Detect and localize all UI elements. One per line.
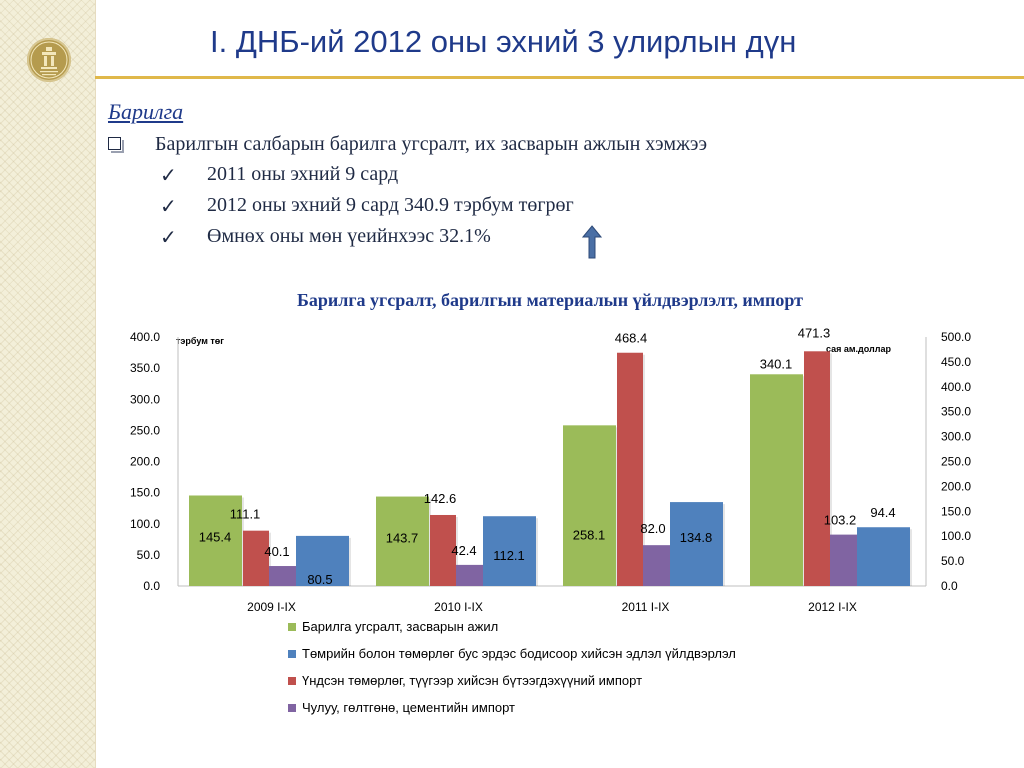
right-axis-tick-label: 150.0 — [941, 504, 971, 518]
data-label: 94.4 — [870, 505, 895, 520]
right-axis-tick-label: 500.0 — [941, 330, 971, 344]
right-axis-tick-label: 250.0 — [941, 455, 971, 469]
data-label: 80.5 — [307, 572, 332, 587]
bar — [430, 514, 456, 586]
bar — [376, 496, 429, 586]
left-axis-tick-label: 350.0 — [130, 361, 160, 375]
bar-shadow — [485, 518, 538, 586]
bar-shadow — [565, 427, 618, 586]
left-axis-tick-label: 400.0 — [130, 330, 160, 344]
x-axis-category-label: 2010 I-IX — [434, 600, 483, 614]
data-label: 103.2 — [824, 513, 857, 528]
bar-shadow — [245, 532, 271, 586]
left-axis-tick-label: 50.0 — [137, 548, 161, 562]
decorative-sidebar — [0, 0, 96, 768]
bar-shadow — [672, 504, 725, 586]
bar-shadow — [619, 354, 645, 586]
left-axis-tick-label: 250.0 — [130, 423, 160, 437]
sub-bullet-1: 2011 оны эхний 9 сард — [207, 163, 399, 185]
bar — [643, 545, 670, 586]
data-label: 340.1 — [760, 356, 793, 371]
legend-label: Төмрийн болон төмөрлөг бус эрдэс бодисоо… — [302, 646, 736, 661]
left-axis-tick-label: 300.0 — [130, 392, 160, 406]
bar — [456, 564, 483, 586]
data-label: 40.1 — [264, 544, 289, 559]
right-axis-tick-label: 50.0 — [941, 554, 965, 568]
data-label: 111.1 — [230, 507, 261, 522]
right-axis-tick-label: 0.0 — [941, 579, 958, 593]
bar — [243, 530, 269, 586]
bar-shadow — [191, 497, 244, 586]
data-label: 82.0 — [640, 521, 665, 536]
right-axis-tick-label: 200.0 — [941, 479, 971, 493]
bar-shadow — [378, 498, 431, 586]
checkmark-icon: ✓ — [160, 163, 177, 187]
right-axis-tick-label: 350.0 — [941, 405, 971, 419]
data-label: 42.4 — [451, 543, 476, 558]
bar — [617, 352, 643, 586]
left-axis-tick-label: 0.0 — [143, 579, 160, 593]
title-divider — [95, 76, 1024, 79]
x-axis-category-label: 2009 I-IX — [247, 600, 296, 614]
left-axis-tick-label: 200.0 — [130, 455, 160, 469]
main-bullet: Барилгын салбарын барилга угсралт, их за… — [155, 133, 708, 155]
bar — [804, 351, 830, 586]
bar — [563, 425, 616, 586]
bar — [483, 516, 536, 586]
data-label: 471.3 — [798, 325, 831, 340]
bar-shadow — [832, 536, 859, 586]
bar-shadow — [271, 568, 298, 586]
bar — [670, 502, 723, 586]
x-axis-category-label: 2012 I-IX — [808, 600, 857, 614]
checkmark-icon: ✓ — [160, 194, 177, 218]
bar-shadow — [645, 547, 672, 586]
bar-shadow — [432, 516, 458, 586]
bar-shadow — [752, 376, 805, 586]
data-label: 112.1 — [493, 548, 525, 563]
bar — [296, 535, 349, 586]
data-label: 145.4 — [199, 529, 232, 544]
right-axis-tick-label: 400.0 — [941, 380, 971, 394]
sub-bullet-3: Өмнөх оны мөн үеийнхээс 32.1% — [207, 225, 491, 247]
left-axis-tick-label: 150.0 — [130, 486, 160, 500]
data-label: 468.4 — [615, 331, 648, 346]
data-label: 142.6 — [424, 491, 457, 506]
checkmark-icon: ✓ — [160, 225, 177, 249]
right-axis-tick-label: 450.0 — [941, 355, 971, 369]
bar — [189, 495, 242, 586]
section-heading: Барилга — [108, 99, 184, 124]
bar — [269, 566, 296, 586]
up-arrow-icon — [582, 225, 602, 259]
left-axis-unit-label: тэрбум төг — [176, 336, 224, 346]
bar — [750, 374, 803, 586]
legend-swatch — [288, 623, 296, 631]
emblem-logo-icon — [27, 38, 71, 82]
bar-shadow — [806, 353, 832, 586]
legend-label: Үндсэн төмөрлөг, түүгээр хийсэн бүтээгдэ… — [302, 673, 642, 688]
data-label: 258.1 — [573, 527, 606, 542]
data-label: 134.8 — [680, 530, 713, 545]
legend-swatch — [288, 650, 296, 658]
right-axis-tick-label: 300.0 — [941, 430, 971, 444]
sub-bullet-2: 2012 оны эхний 9 сард 340.9 тэрбум төгрө… — [207, 194, 574, 216]
square-bullet-icon — [108, 137, 124, 153]
bar — [857, 527, 910, 586]
legend-label: Чулуу, гөлтгөнө, цементийн импорт — [302, 700, 515, 715]
right-axis-tick-label: 100.0 — [941, 529, 971, 543]
right-axis-unit-label: сая ам.доллар — [826, 344, 891, 354]
bar-shadow — [298, 537, 351, 586]
slide-title: I. ДНБ-ий 2012 оны эхний 3 улирлын дүн — [210, 24, 797, 59]
bar-shadow — [859, 529, 912, 586]
legend-swatch — [288, 704, 296, 712]
bar-shadow — [458, 566, 485, 586]
legend-label: Барилга угсралт, засварын ажил — [302, 619, 498, 634]
x-axis-category-label: 2011 I-IX — [622, 600, 670, 614]
chart-title: Барилга угсралт, барилгын материалын үйл… — [296, 290, 803, 310]
legend-swatch — [288, 677, 296, 685]
data-label: 143.7 — [386, 531, 419, 546]
left-axis-tick-label: 100.0 — [130, 517, 160, 531]
bar — [830, 534, 857, 586]
